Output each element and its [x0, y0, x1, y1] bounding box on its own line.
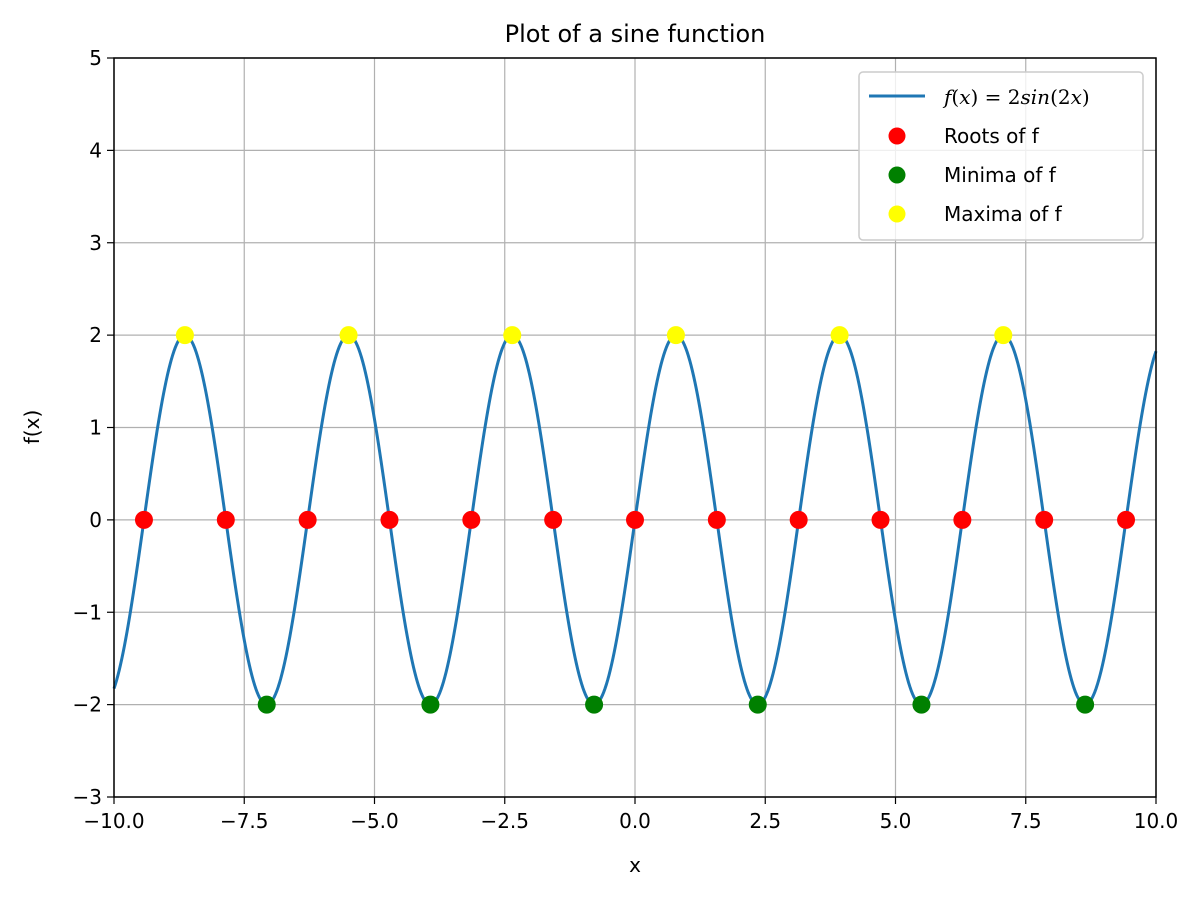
maximum-point — [830, 326, 849, 345]
y-axis-label: f(x) — [20, 410, 44, 444]
legend: f(x) = 2sin(2x) Roots of f Minima of f M… — [858, 71, 1144, 241]
y-axis-ticks: −3 −2 −1 0 1 2 3 4 5 — [73, 46, 114, 809]
y-tick-label: −3 — [73, 785, 102, 809]
root-point — [134, 510, 153, 529]
scatter-points — [134, 326, 1136, 714]
minimum-point — [585, 695, 604, 714]
maximum-point — [666, 326, 685, 345]
root-point — [544, 510, 563, 529]
x-tick-label: −10.0 — [83, 809, 144, 833]
root-point — [626, 510, 644, 529]
maximum-point — [994, 326, 1013, 345]
x-tick-label: −5.0 — [350, 809, 399, 833]
x-tick-label: −7.5 — [220, 809, 269, 833]
legend-label-minima: Minima of f — [944, 163, 1057, 187]
plot-area — [112, 326, 1158, 714]
minimum-point — [421, 695, 440, 714]
maximum-point — [175, 326, 194, 345]
y-tick-label: −2 — [73, 693, 102, 717]
minimum-point — [748, 695, 767, 714]
root-point — [1035, 510, 1054, 529]
legend-label-roots: Roots of f — [944, 124, 1040, 148]
minimum-point — [257, 695, 276, 714]
legend-label-function: f(x) = 2sin(2x) — [942, 85, 1090, 109]
y-tick-label: 2 — [89, 323, 102, 347]
chart-title: Plot of a sine function — [505, 20, 766, 48]
x-tick-label: 7.5 — [1010, 809, 1042, 833]
y-tick-label: 3 — [89, 231, 102, 255]
x-tick-label: 10.0 — [1134, 809, 1179, 833]
legend-marker-maxima — [888, 205, 906, 223]
legend-fn-arg-open: (2 — [1050, 85, 1071, 109]
minimum-point — [912, 695, 931, 714]
legend-fn-equals: = 2 — [978, 85, 1020, 109]
legend-fn-paren-open: ( — [951, 85, 959, 109]
x-axis-ticks: −10.0 −7.5 −5.0 −2.5 0.0 2.5 5.0 7.5 10.0 — [83, 797, 1178, 833]
y-tick-label: 0 — [89, 508, 102, 532]
root-point — [462, 510, 481, 529]
x-tick-label: −2.5 — [480, 809, 529, 833]
legend-fn-sin: sin — [1021, 85, 1051, 109]
legend-fn-var: x — [959, 85, 970, 109]
y-tick-label: −1 — [73, 600, 102, 624]
root-point — [707, 510, 726, 529]
legend-fn-paren-close: ) — [971, 85, 979, 109]
legend-fn-arg-close: ) — [1082, 85, 1090, 109]
root-point — [380, 510, 399, 529]
legend-box — [858, 71, 1144, 241]
root-point — [871, 510, 890, 529]
root-point — [789, 510, 808, 529]
minimum-point — [1076, 695, 1095, 714]
x-tick-label: 2.5 — [749, 809, 781, 833]
root-point — [216, 510, 235, 529]
y-tick-label: 4 — [89, 138, 102, 162]
root-point — [298, 510, 317, 529]
y-tick-label: 5 — [89, 46, 102, 70]
maximum-point — [503, 326, 522, 345]
legend-marker-minima — [888, 166, 906, 184]
x-axis-label: x — [629, 853, 641, 877]
legend-marker-roots — [888, 127, 906, 145]
root-point — [953, 510, 972, 529]
x-tick-label: 5.0 — [880, 809, 912, 833]
y-tick-label: 1 — [89, 416, 102, 440]
root-point — [1117, 510, 1136, 529]
maximum-point — [339, 326, 358, 345]
legend-fn-arg-var: x — [1071, 85, 1082, 109]
legend-label-maxima: Maxima of f — [944, 202, 1063, 226]
x-tick-label: 0.0 — [619, 809, 651, 833]
